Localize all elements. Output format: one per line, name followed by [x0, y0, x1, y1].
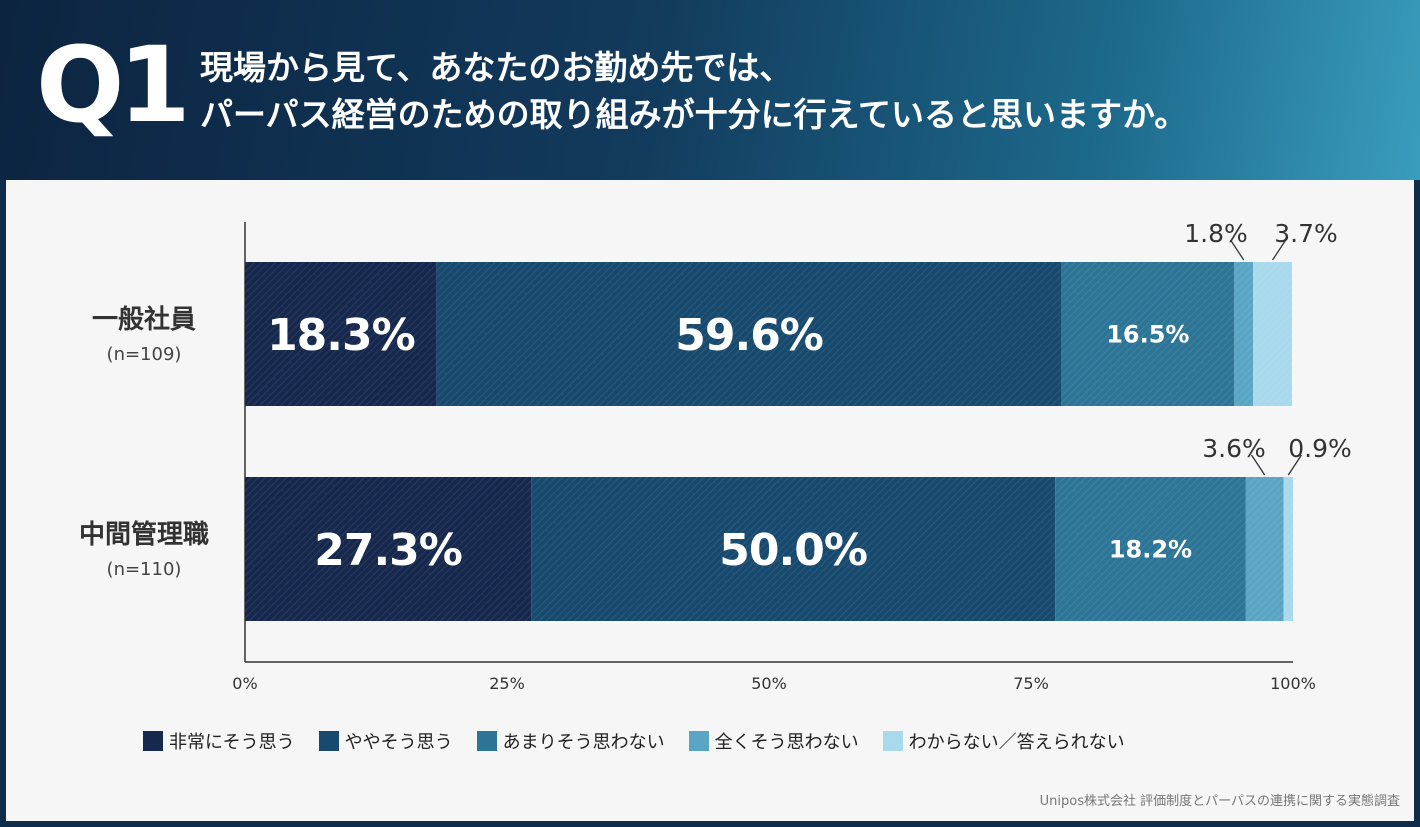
- x-tick-label: 50%: [751, 674, 787, 693]
- bar-segment-texture: [245, 477, 532, 621]
- callout-leader-line: [1287, 454, 1303, 476]
- callout-leader-line: [1250, 454, 1266, 476]
- bar-segment-texture: [1234, 262, 1254, 406]
- bar-segment-texture: [1061, 262, 1235, 406]
- data-label: 27.3%: [314, 525, 462, 576]
- data-label: 3.7%: [1274, 219, 1338, 248]
- question-title-line-2: パーパス経営のための取り組みが十分に行えていると思いますか。: [200, 95, 1188, 134]
- bar-segment-texture: [436, 262, 1062, 406]
- data-label: 18.3%: [267, 310, 415, 361]
- bar-segment-texture: [1253, 262, 1292, 406]
- question-title: 現場から見て、あなたのお勤め先では、 パーパス経営のための取り組みが十分に行えて…: [200, 44, 1187, 138]
- data-label: 16.5%: [1106, 321, 1189, 349]
- bar-segment-texture: [1055, 477, 1246, 621]
- legend-label: ややそう思う: [344, 732, 453, 753]
- legend-item: わからない／答えられない: [882, 728, 1125, 754]
- source-credit: Unipos株式会社 評価制度とパーパスの連携に関する実態調査: [1039, 794, 1400, 809]
- question-title-line-1: 現場から見て、あなたのお勤め先では、: [200, 48, 793, 87]
- data-label: 3.6%: [1202, 434, 1266, 463]
- category-sample-size: (n=109): [107, 344, 182, 365]
- data-label: 50.0%: [719, 525, 867, 576]
- question-number: Q1: [36, 24, 191, 146]
- callout-leader-line: [1272, 239, 1287, 261]
- data-label: 0.9%: [1288, 434, 1352, 463]
- legend-item: 全くそう思わない: [688, 728, 859, 754]
- chart-legend: 非常にそう思う ややそう思う あまりそう思わない 全くそう思わない わからない／答えられ…: [143, 728, 1149, 754]
- legend-label: わからない／答えられない: [908, 732, 1125, 753]
- data-label: 1.8%: [1184, 219, 1248, 248]
- bar-segment-texture: [1283, 477, 1293, 621]
- category-label: 中間管理職: [79, 520, 209, 550]
- x-tick-label: 75%: [1013, 674, 1049, 693]
- header-banner: Q1 現場から見て、あなたのお勤め先では、 パーパス経営のための取り組みが十分に…: [0, 0, 1420, 180]
- bar-segment-texture: [531, 477, 1056, 621]
- legend-swatch: [143, 731, 163, 751]
- legend-item: あまりそう思わない: [476, 728, 665, 754]
- callout-leader-line: [1230, 239, 1245, 261]
- legend-label: 非常にそう思う: [169, 732, 295, 753]
- legend-swatch: [882, 731, 903, 751]
- data-label: 59.6%: [675, 310, 823, 361]
- category-sample-size: (n=110): [107, 559, 182, 580]
- legend-swatch: [318, 731, 339, 751]
- legend-label: 全くそう思わない: [714, 732, 859, 753]
- category-label: 一般社員: [92, 304, 196, 335]
- x-tick-label: 0%: [232, 674, 257, 693]
- x-tick-label: 100%: [1270, 674, 1316, 693]
- bar-segment-texture: [1245, 477, 1284, 621]
- legend-item: ややそう思う: [318, 728, 453, 754]
- legend-swatch: [688, 731, 709, 751]
- x-tick-label: 25%: [489, 674, 525, 693]
- data-label: 18.2%: [1109, 536, 1192, 564]
- legend-label: あまりそう思わない: [502, 732, 665, 753]
- legend-swatch: [476, 731, 497, 751]
- bar-segment-texture: [245, 262, 437, 406]
- legend-item: 非常にそう思う: [143, 728, 295, 754]
